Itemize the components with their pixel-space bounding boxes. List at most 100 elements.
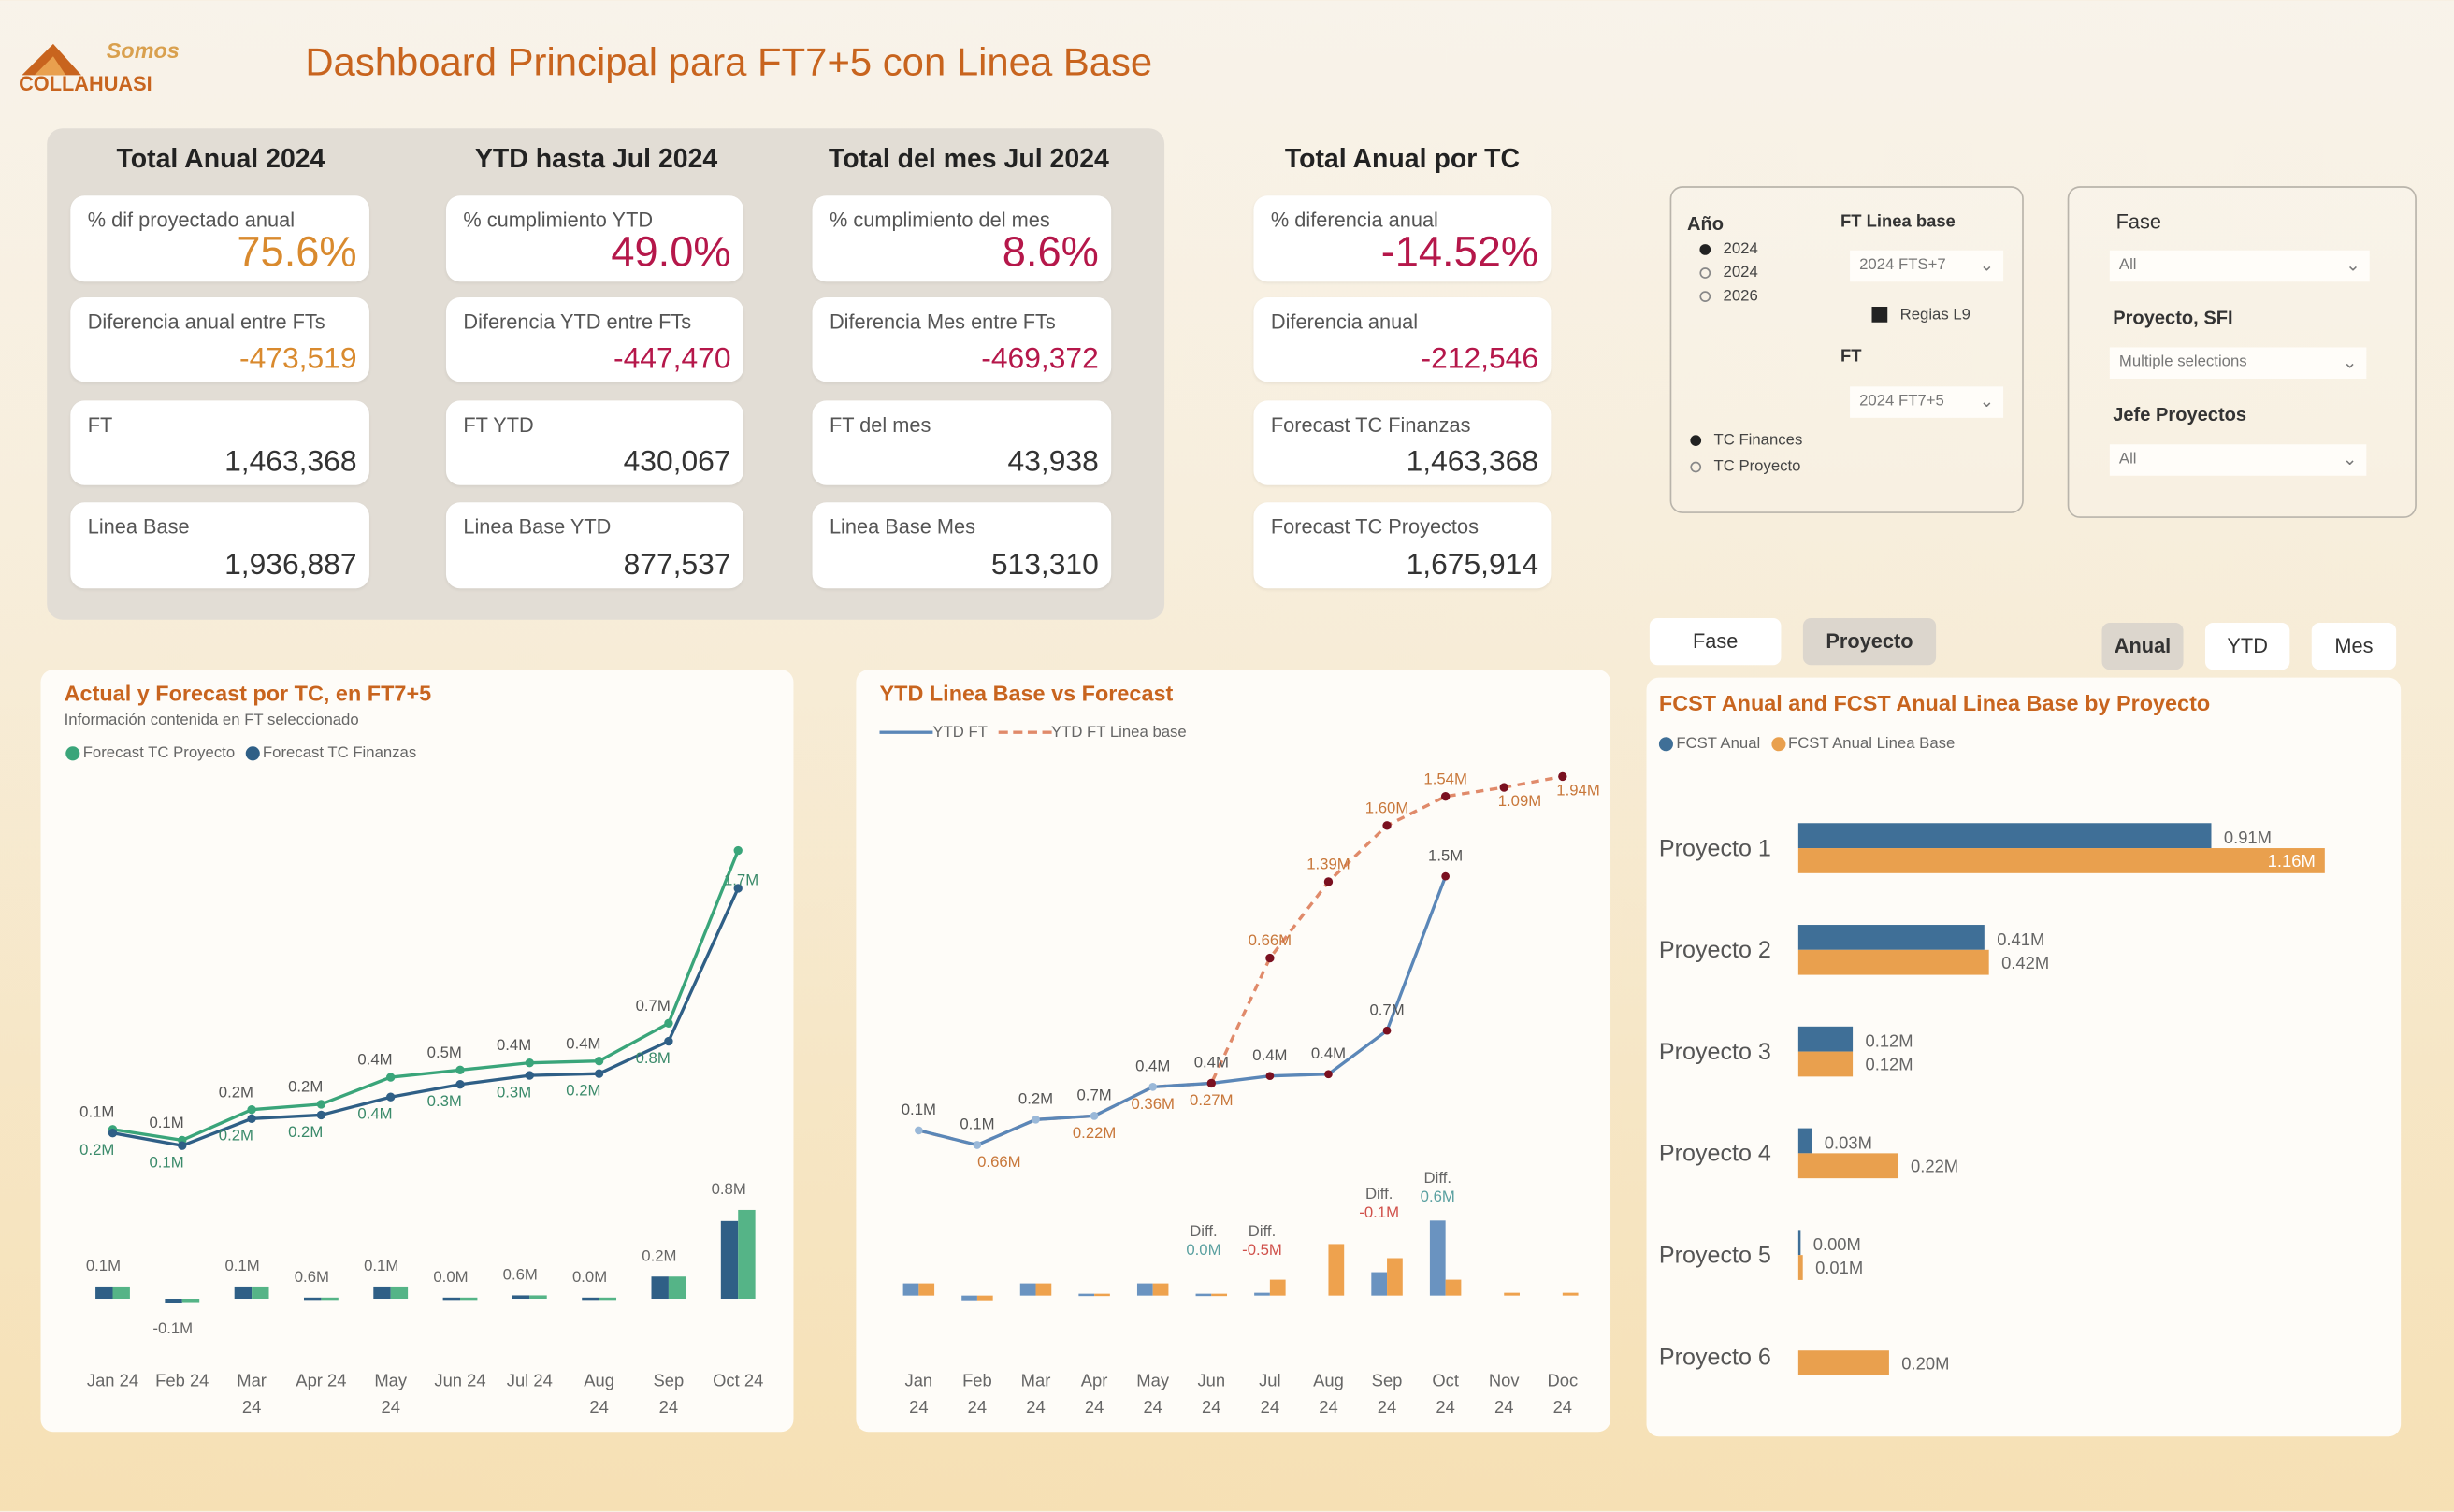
data-point (386, 1073, 396, 1082)
x-tick-label: Feb 24 (962, 1371, 992, 1417)
ft-dropdown[interactable]: 2024 FT7+5 ⌄ (1850, 386, 2004, 418)
bar-fcst-anual (1797, 925, 1985, 950)
chart-legend: FCST Anual FCST Anual Linea Base (1658, 736, 1955, 753)
line-data-label: 1.5M (1428, 846, 1463, 864)
diff-label-title: Diff. (1190, 1222, 1217, 1240)
data-point (914, 1126, 923, 1135)
tc-radio-option[interactable]: TC Finances (1690, 432, 1802, 449)
kpi-column-heading: Total Anual por TC (1284, 143, 1521, 174)
data-point (1324, 1070, 1333, 1079)
year-radio-option[interactable]: 2026 (1699, 288, 1758, 305)
tab-fase[interactable]: Fase (1649, 618, 1782, 666)
bar-data-label: 0.1M (364, 1257, 398, 1274)
bar-ytd-ft (1019, 1283, 1036, 1296)
line-data-label: 0.4M (357, 1051, 392, 1069)
x-tick-label: Nov 24 (1489, 1371, 1521, 1417)
kpi-value: 1,463,368 (1406, 445, 1539, 480)
radio-icon (1699, 243, 1711, 255)
data-point (1382, 1026, 1392, 1035)
chevron-down-icon: ⌄ (2342, 353, 2358, 373)
line-data-label: 0.1M (149, 1114, 183, 1131)
data-point (316, 1110, 326, 1120)
legend-regias-label: Regias L9 (1899, 307, 1970, 324)
kpi-label: FT YTD (463, 412, 534, 437)
bar-ytd-ft (902, 1283, 919, 1296)
bar-finanzas (165, 1299, 182, 1303)
bar-finanzas (95, 1286, 113, 1300)
data-point (664, 1036, 673, 1046)
kpi-card: % cumplimiento del mes 8.6% (812, 195, 1112, 282)
kpi-label: Diferencia anual (1270, 310, 1419, 334)
kpi-card: FT del mes 43,938 (812, 400, 1112, 485)
series-line-linea-base (917, 774, 1564, 1147)
bar-linea-base (976, 1295, 993, 1301)
x-tick-label: Feb 24 (155, 1371, 209, 1390)
jefe-value: All (2118, 450, 2137, 468)
bar-fcst-linea-base (1797, 1255, 1803, 1280)
line-data-label: 0.7M (1077, 1087, 1112, 1104)
tab-proyecto[interactable]: Proyecto (1802, 618, 1937, 666)
series-line (112, 887, 740, 1147)
kpi-label: % cumplimiento del mes (829, 208, 1050, 232)
line-data-label: 0.66M (1249, 931, 1292, 949)
kpi-column-heading: YTD hasta Jul 2024 (474, 143, 718, 174)
line-data-label: 1.54M (1423, 770, 1466, 787)
bar-data-label: 0.03M (1825, 1132, 1872, 1152)
line-data-label: 1.39M (1306, 856, 1350, 873)
fase-dropdown[interactable]: All ⌄ (2109, 250, 2370, 282)
kpi-value: 877,537 (623, 549, 731, 583)
data-point (1148, 1082, 1158, 1091)
bar-finanzas (651, 1276, 669, 1300)
year-radio-option[interactable]: 2024 (1699, 265, 1758, 281)
jefe-dropdown[interactable]: All ⌄ (2109, 444, 2367, 476)
bar-data-label: 0.2M (642, 1247, 676, 1265)
year-radio-option[interactable]: 2024 (1699, 241, 1758, 258)
chart-fcst-by-proyecto: FCST Anual and FCST Anual Linea Base by … (1646, 677, 2402, 1437)
category-label: Proyecto 5 (1659, 1243, 1771, 1269)
kpi-value: -212,546 (1421, 342, 1539, 376)
bar-data-label: 0.1M (224, 1257, 259, 1274)
category-label: Proyecto 6 (1659, 1344, 1771, 1370)
kpi-value: 8.6% (1002, 228, 1099, 276)
bar-data-label: 0.6M (503, 1266, 538, 1284)
line-data-label: 0.4M (1135, 1058, 1170, 1075)
line-data-label: 0.4M (357, 1105, 392, 1123)
line-data-label: 1.94M (1556, 781, 1599, 799)
data-point (1090, 1112, 1099, 1120)
svg-text:COLLAHUASI: COLLAHUASI (19, 72, 152, 95)
line-data-label: 0.2M (288, 1123, 323, 1141)
kpi-card: Diferencia anual entre FTs -473,519 (70, 296, 369, 382)
ft-linea-base-dropdown[interactable]: 2024 FTS+7 ⌄ (1850, 250, 2004, 282)
line-data-label: 0.2M (1018, 1090, 1053, 1108)
proyecto-sfi-dropdown[interactable]: Multiple selections ⌄ (2109, 347, 2367, 379)
ft-value: 2024 FT7+5 (1859, 393, 1944, 410)
chevron-down-icon: ⌄ (1979, 393, 1995, 412)
tc-radio-option[interactable]: TC Proyecto (1690, 458, 1800, 476)
line-data-label: 0.1M (902, 1101, 936, 1118)
bar-linea-base (1094, 1293, 1110, 1297)
bar-proyecto (599, 1297, 617, 1301)
diff-label-value: 0.6M (1421, 1188, 1455, 1205)
category-label: Proyecto 1 (1659, 835, 1771, 861)
bar-ytd-ft (1371, 1272, 1388, 1296)
data-point (1441, 871, 1450, 881)
data-point (594, 1057, 604, 1066)
series-line (112, 849, 740, 1143)
tab-ytd[interactable]: YTD (2204, 623, 2290, 670)
tab-mes[interactable]: Mes (2311, 623, 2397, 670)
bar-proyecto (738, 1209, 756, 1300)
legend-label: Forecast TC Finanzas (262, 744, 417, 762)
bar-data-label: 0.00M (1813, 1234, 1861, 1254)
kpi-value: 513,310 (990, 549, 1099, 583)
diff-label-title: Diff. (1365, 1185, 1393, 1202)
line-data-label: 0.7M (636, 997, 671, 1015)
bar-proyecto (390, 1286, 409, 1300)
line-data-label: 0.2M (219, 1083, 253, 1101)
bar-ytd-ft (961, 1295, 977, 1301)
diff-label-value: -0.5M (1242, 1241, 1282, 1259)
kpi-label: FT del mes (829, 412, 931, 437)
series-line-ytd-ft (917, 875, 1448, 1147)
tab-anual[interactable]: Anual (2101, 623, 2184, 670)
line-data-label: 0.3M (427, 1092, 462, 1110)
x-tick-label: Oct 24 (713, 1371, 763, 1390)
